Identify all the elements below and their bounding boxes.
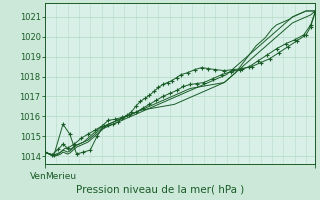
Text: Ven: Ven: [30, 172, 47, 181]
Text: Merieu: Merieu: [45, 172, 76, 181]
Text: Pression niveau de la mer( hPa ): Pression niveau de la mer( hPa ): [76, 184, 244, 194]
